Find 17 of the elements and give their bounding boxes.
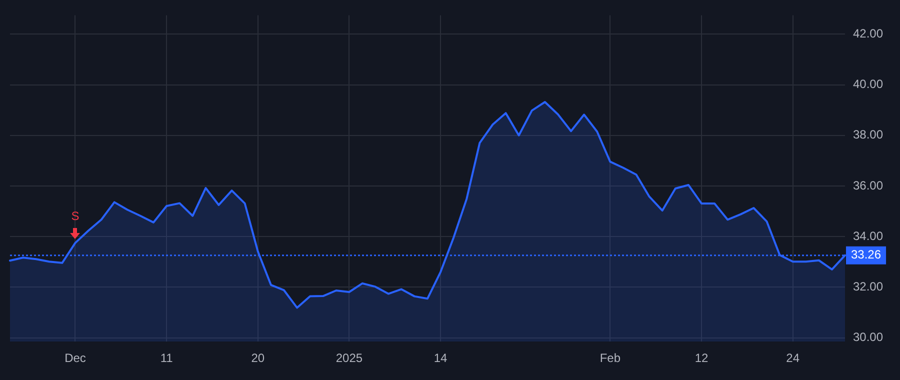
x-tick-label: Dec xyxy=(64,351,86,366)
x-tick-label: 2025 xyxy=(336,351,363,366)
x-tick-label: 20 xyxy=(251,351,265,366)
y-tick-label: 40.00 xyxy=(853,77,884,92)
annotation: S xyxy=(71,209,80,224)
y-tick-label: 30.00 xyxy=(853,330,884,344)
x-tick-label: 24 xyxy=(786,351,800,366)
y-tick-label: 34.00 xyxy=(853,228,884,243)
x-tick-label: 11 xyxy=(160,351,174,366)
y-tick-label: 38.00 xyxy=(853,128,884,142)
y-tick-label: 32.00 xyxy=(853,280,884,294)
y-tick-label: 36.00 xyxy=(853,178,884,192)
y-tick-label: 42.00 xyxy=(853,26,884,40)
ref-line-label: 33.26 xyxy=(851,248,882,262)
x-tick-label: 12 xyxy=(694,351,708,366)
x-tick-label: Feb xyxy=(600,351,621,366)
x-tick-label: 14 xyxy=(434,351,448,366)
